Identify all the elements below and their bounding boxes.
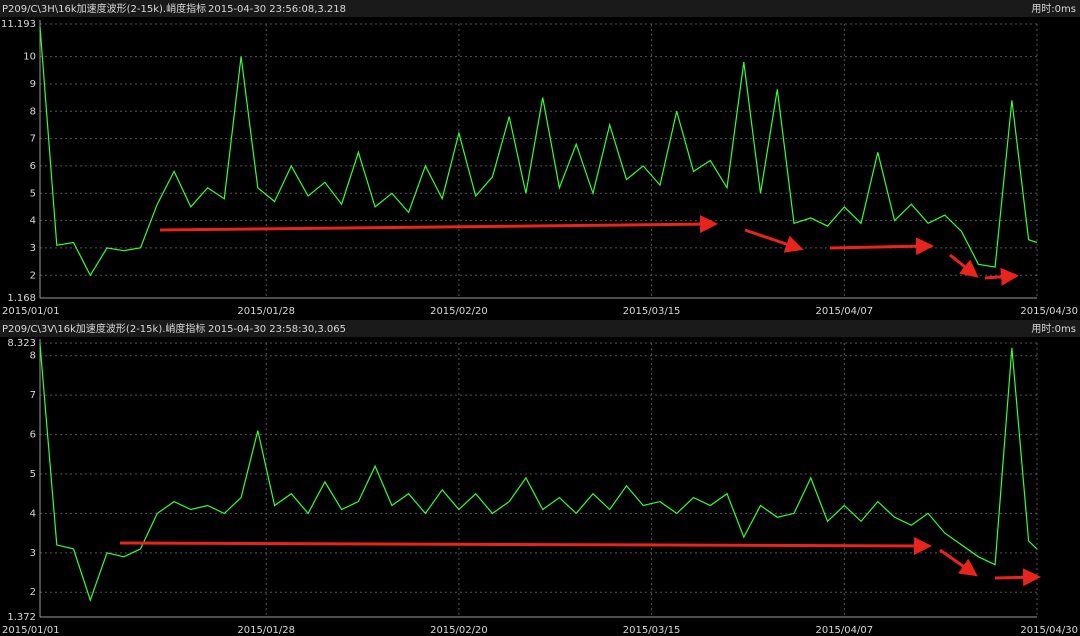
y-tick-label: 8.323	[7, 338, 36, 349]
y-tick-label: 1.168	[7, 293, 36, 304]
y-tick-label: 6	[30, 161, 36, 172]
arrow	[120, 543, 926, 546]
arrow	[830, 246, 928, 248]
arrow	[985, 276, 1013, 278]
x-tick-label: 2015/04/30	[1020, 306, 1078, 317]
y-tick-label: 10	[23, 52, 36, 63]
panel-title: P209/C\3V\16k加速度波形(2-15k).峭度指标	[2, 322, 205, 335]
y-tick-label: 4	[30, 508, 36, 519]
y-tick-label: 7	[30, 134, 36, 145]
arrow	[995, 577, 1035, 578]
arrow	[950, 255, 974, 274]
x-tick-label: 2015/04/07	[815, 306, 873, 317]
x-tick-label: 2015/03/15	[623, 306, 681, 317]
y-tick-label: 2	[30, 270, 36, 281]
y-tick-label: 1.372	[7, 612, 36, 623]
x-tick-label: 2015/02/20	[430, 306, 488, 317]
y-tick-label: 7	[30, 390, 36, 401]
annotation-arrows	[120, 224, 1035, 578]
y-tick-label: 9	[30, 79, 36, 90]
panel-title: P209/C\3H\16k加速度波形(2-15k).峭度指标	[2, 2, 206, 15]
y-tick-label: 8	[30, 106, 36, 117]
y-tick-label: 11.193	[1, 19, 36, 30]
cursor-readout: 2015-04-30 23:56:08,3.218	[208, 4, 346, 15]
data-line	[40, 344, 1037, 600]
x-tick-label: 2015/01/01	[2, 306, 60, 317]
elapsed-time: 用时:0ms	[1031, 323, 1076, 335]
x-tick-label: 2015/02/20	[430, 625, 488, 636]
y-tick-label: 2	[30, 587, 36, 598]
arrow	[745, 230, 798, 248]
data-line	[40, 27, 1037, 276]
y-tick-label: 5	[30, 188, 36, 199]
arrow	[160, 224, 712, 230]
cursor-readout: 2015-04-30 23:58:30,3.065	[208, 324, 346, 335]
x-tick-label: 2015/04/07	[815, 625, 873, 636]
arrow	[940, 550, 973, 573]
y-tick-label: 4	[30, 216, 36, 227]
y-tick-label: 3	[30, 243, 36, 254]
y-tick-label: 8	[30, 351, 36, 362]
y-tick-label: 6	[30, 430, 36, 441]
elapsed-time: 用时:0ms	[1031, 3, 1076, 15]
x-tick-label: 2015/01/28	[237, 625, 295, 636]
x-tick-label: 2015/01/28	[237, 306, 295, 317]
y-tick-label: 5	[30, 469, 36, 480]
x-tick-label: 2015/01/01	[2, 625, 60, 636]
y-tick-label: 3	[30, 548, 36, 559]
x-tick-label: 2015/03/15	[623, 625, 681, 636]
x-tick-label: 2015/04/30	[1020, 625, 1078, 636]
